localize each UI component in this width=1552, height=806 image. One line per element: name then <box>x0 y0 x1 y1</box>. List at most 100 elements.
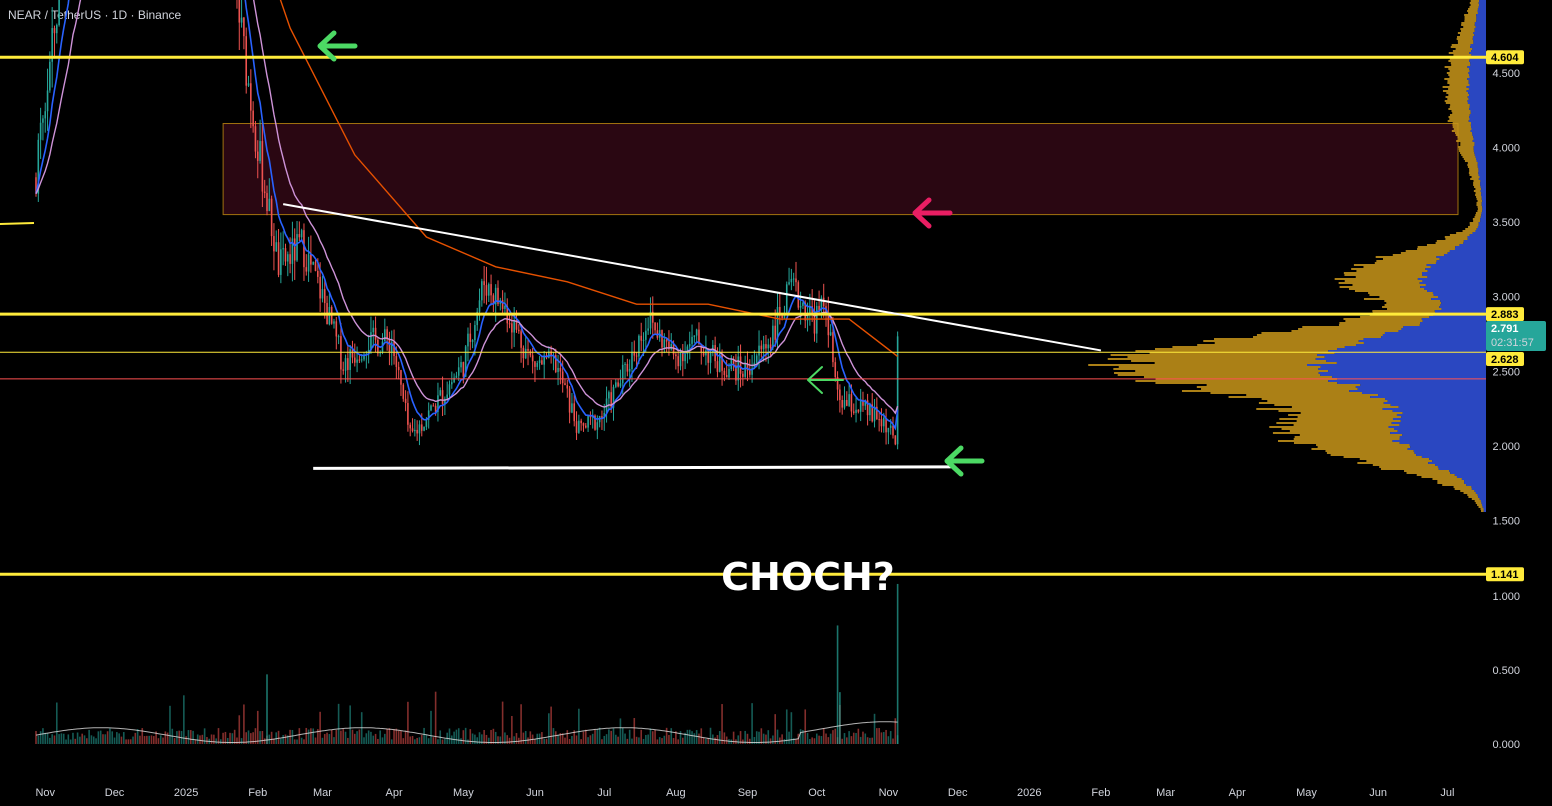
volume-profile-bar <box>1413 450 1486 452</box>
volume-profile-bar <box>1442 86 1467 88</box>
volume-bar <box>330 729 333 744</box>
volume-profile-bar <box>1454 132 1473 134</box>
volume-bar <box>166 732 169 744</box>
volume-profile-bar <box>1472 232 1486 234</box>
volume-profile-bar <box>1425 268 1486 270</box>
candle-body <box>307 254 310 272</box>
candle-body <box>654 322 656 331</box>
badge-label: 4.604 <box>1491 52 1519 64</box>
candle-body <box>481 281 483 301</box>
volume-bar <box>806 732 809 744</box>
volume-bar <box>420 734 423 744</box>
volume-bar <box>580 739 582 744</box>
volume-profile-bar <box>1480 182 1486 184</box>
volume-profile-bar <box>1442 90 1467 92</box>
volume-profile-bar <box>1480 190 1486 192</box>
volume-profile-bar <box>1473 220 1481 222</box>
descending-trendline[interactable] <box>282 203 1102 352</box>
volume-profile-bar <box>1464 480 1486 482</box>
volume-profile-bar <box>1481 196 1486 198</box>
volume-profile-bar <box>1214 338 1364 340</box>
volume-profile-bar <box>1422 274 1486 276</box>
candle-body <box>261 141 264 192</box>
volume-profile-bar <box>1448 88 1469 90</box>
support-line[interactable] <box>313 465 951 470</box>
volume-bar <box>351 729 354 744</box>
volume-profile-bar <box>1437 466 1486 468</box>
volume-bar <box>157 738 160 744</box>
volume-bar <box>677 739 679 744</box>
candle-body <box>776 306 779 340</box>
volume-bar <box>282 735 284 744</box>
volume-profile-bar <box>1469 84 1486 86</box>
volume-profile-bar <box>1473 136 1486 138</box>
candle-body <box>866 400 869 416</box>
volume-profile-bar <box>1475 230 1486 232</box>
volume-profile-bar <box>1298 328 1402 330</box>
volume-bar <box>804 709 807 744</box>
candle-body <box>280 249 282 275</box>
volume-bar <box>825 733 827 744</box>
volume-profile-bar <box>1256 334 1383 336</box>
volume-profile-bar <box>1466 484 1486 486</box>
volume-profile-bar <box>1474 30 1486 32</box>
volume-profile-bar <box>1449 58 1470 60</box>
volume-profile-bar <box>1201 388 1358 390</box>
volume-bar <box>402 738 405 744</box>
volume-bar <box>882 732 885 744</box>
candle-body <box>589 415 592 418</box>
candle-body <box>464 346 467 377</box>
volume-profile-bar <box>1480 510 1484 512</box>
volume-profile-bar <box>1469 74 1486 76</box>
volume-bar <box>866 737 869 744</box>
volume-profile-bar <box>1278 410 1393 412</box>
volume-bar <box>347 737 349 744</box>
volume-profile-bar <box>1445 96 1468 98</box>
volume-profile-bar <box>1481 204 1486 206</box>
volume-profile-bar <box>1467 78 1486 80</box>
volume-profile-bar <box>1450 62 1471 64</box>
arrow-left-icon <box>807 366 844 394</box>
volume-bar <box>118 733 120 744</box>
volume-profile-bar <box>1427 270 1486 272</box>
volume-profile-bar <box>1384 304 1441 306</box>
volume-profile-bar <box>1476 160 1486 162</box>
volume-bar <box>159 735 162 744</box>
volume-profile-bar <box>1149 352 1335 354</box>
volume-bar <box>871 737 874 744</box>
volume-profile-bar <box>1474 152 1486 154</box>
candle-body <box>58 0 60 26</box>
volume-profile-bar <box>1478 224 1486 226</box>
volume-profile-bar <box>1448 52 1470 54</box>
volume-bar <box>698 733 700 744</box>
volume-bar <box>86 738 88 744</box>
volume-profile-bar <box>1468 12 1478 14</box>
volume-profile-bar <box>1468 80 1486 82</box>
volume-bar <box>201 734 204 744</box>
volume-bar <box>229 732 231 744</box>
volume-bar <box>266 674 268 744</box>
volume-profile-bar <box>1479 0 1486 2</box>
volume-profile-bar <box>1337 348 1486 350</box>
volume-bar <box>672 738 675 744</box>
volume-profile-bar <box>1452 50 1472 52</box>
candle-body <box>310 254 312 265</box>
candle-body <box>762 344 765 350</box>
volume-profile-bar <box>1467 166 1478 168</box>
volume-profile-bar <box>1356 344 1486 346</box>
volume-bar <box>342 729 345 744</box>
candle-body <box>751 368 753 375</box>
volume-profile-bar <box>1460 30 1475 32</box>
volume-bar <box>92 736 95 744</box>
volume-bar <box>293 739 296 744</box>
candle-body <box>892 425 894 436</box>
volume-bar <box>176 731 178 744</box>
volume-profile-bar <box>1457 42 1474 44</box>
volume-profile-bar <box>1356 270 1428 272</box>
volume-profile-bar <box>1398 330 1486 332</box>
volume-profile-bar <box>1453 54 1472 56</box>
volume-profile-bar <box>1407 448 1486 450</box>
volume-profile-bar <box>1410 446 1486 448</box>
volume-bar <box>665 727 668 744</box>
